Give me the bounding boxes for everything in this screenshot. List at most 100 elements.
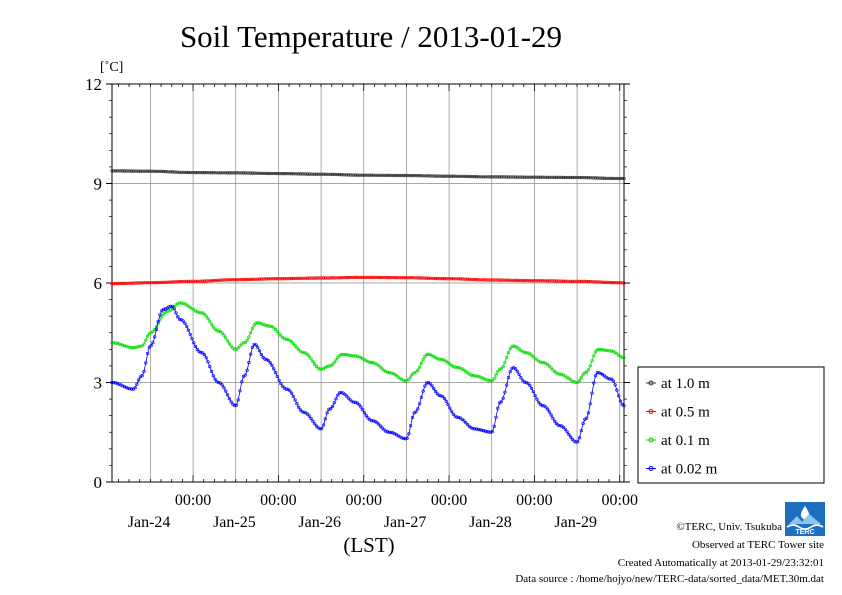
series-point bbox=[366, 275, 370, 280]
series-point bbox=[215, 329, 219, 333]
series-point bbox=[336, 172, 340, 177]
series-point bbox=[254, 321, 258, 325]
series-point bbox=[473, 278, 477, 282]
series-point bbox=[464, 421, 468, 425]
series-point bbox=[302, 172, 306, 176]
series-point bbox=[412, 371, 416, 375]
series-point bbox=[222, 278, 226, 282]
series-point bbox=[567, 279, 571, 283]
series-point bbox=[503, 175, 507, 179]
series-point bbox=[457, 415, 461, 420]
series-point bbox=[586, 411, 591, 415]
series-point bbox=[570, 379, 575, 383]
series-point bbox=[537, 400, 541, 404]
y-axis-unit: [˚C] bbox=[100, 60, 123, 75]
series-point bbox=[345, 353, 349, 357]
series-point bbox=[293, 398, 297, 402]
series-point bbox=[364, 359, 368, 363]
series-point bbox=[270, 171, 274, 176]
series-point bbox=[359, 405, 363, 409]
series-point bbox=[549, 175, 553, 179]
series-point bbox=[450, 277, 454, 281]
series-point bbox=[222, 386, 226, 390]
series-point bbox=[366, 173, 370, 177]
series-point bbox=[309, 357, 313, 361]
series-point bbox=[545, 363, 550, 367]
series-point bbox=[563, 175, 567, 180]
series-point bbox=[142, 281, 146, 285]
series-point bbox=[229, 171, 233, 175]
series-point bbox=[169, 280, 173, 284]
series-point bbox=[515, 278, 519, 283]
series-point bbox=[323, 276, 327, 280]
series-point bbox=[229, 278, 233, 282]
series-point bbox=[226, 171, 230, 175]
series-point bbox=[434, 174, 438, 178]
series-point bbox=[137, 169, 141, 173]
series-point bbox=[604, 348, 608, 353]
series-point bbox=[471, 374, 475, 378]
series-point bbox=[163, 170, 167, 174]
y-tick-label: 0 bbox=[94, 473, 103, 492]
series-point bbox=[522, 175, 527, 179]
series-point bbox=[131, 281, 135, 285]
series-point bbox=[581, 421, 585, 426]
series-point bbox=[577, 279, 582, 284]
series-point bbox=[254, 171, 258, 175]
series-point bbox=[434, 276, 438, 281]
x-tick-date-label: Jan-28 bbox=[469, 514, 512, 531]
series-point bbox=[526, 381, 530, 386]
series-point bbox=[307, 414, 311, 418]
series-point bbox=[448, 406, 452, 410]
series-point bbox=[588, 402, 592, 406]
series-point bbox=[352, 400, 356, 404]
series-point bbox=[329, 172, 333, 176]
series-point bbox=[249, 331, 253, 335]
series-point bbox=[593, 280, 598, 284]
series-point bbox=[113, 381, 118, 385]
series-point bbox=[279, 334, 283, 338]
series-point bbox=[270, 363, 274, 368]
series-point bbox=[414, 410, 418, 414]
series-point bbox=[540, 361, 544, 365]
legend-marker bbox=[648, 437, 654, 443]
series-point bbox=[549, 366, 553, 370]
series-point bbox=[586, 368, 591, 372]
series-point bbox=[451, 174, 455, 178]
series-point bbox=[165, 309, 169, 313]
series-point bbox=[599, 347, 603, 352]
series-point bbox=[574, 279, 578, 283]
series-point bbox=[389, 173, 393, 177]
series-point bbox=[329, 407, 333, 411]
series-point bbox=[210, 369, 214, 374]
series-point bbox=[574, 440, 578, 444]
series-point bbox=[229, 344, 233, 348]
series-point bbox=[421, 276, 425, 280]
series-point bbox=[354, 400, 358, 405]
series-point bbox=[261, 171, 265, 175]
series-point bbox=[384, 173, 388, 177]
series-point bbox=[266, 359, 271, 363]
series-point bbox=[202, 353, 206, 357]
series-point bbox=[247, 277, 251, 282]
series-point bbox=[428, 174, 432, 178]
series-point bbox=[407, 173, 411, 178]
series-point bbox=[124, 344, 128, 349]
legend-box bbox=[637, 366, 825, 484]
series-point bbox=[178, 280, 182, 284]
series-point bbox=[275, 277, 279, 281]
series-point bbox=[577, 436, 582, 440]
series-point bbox=[437, 174, 441, 178]
series-point bbox=[437, 357, 441, 361]
series-point bbox=[402, 378, 406, 382]
chart-title: Soil Temperature / 2013-01-29 bbox=[180, 19, 562, 54]
series-point bbox=[410, 174, 415, 178]
series-point bbox=[330, 404, 335, 409]
series-point bbox=[608, 377, 612, 381]
series-point bbox=[311, 172, 315, 176]
series-point bbox=[261, 355, 265, 360]
y-tick-label: 9 bbox=[94, 175, 103, 194]
series-point bbox=[554, 371, 559, 375]
series-point bbox=[442, 277, 447, 281]
